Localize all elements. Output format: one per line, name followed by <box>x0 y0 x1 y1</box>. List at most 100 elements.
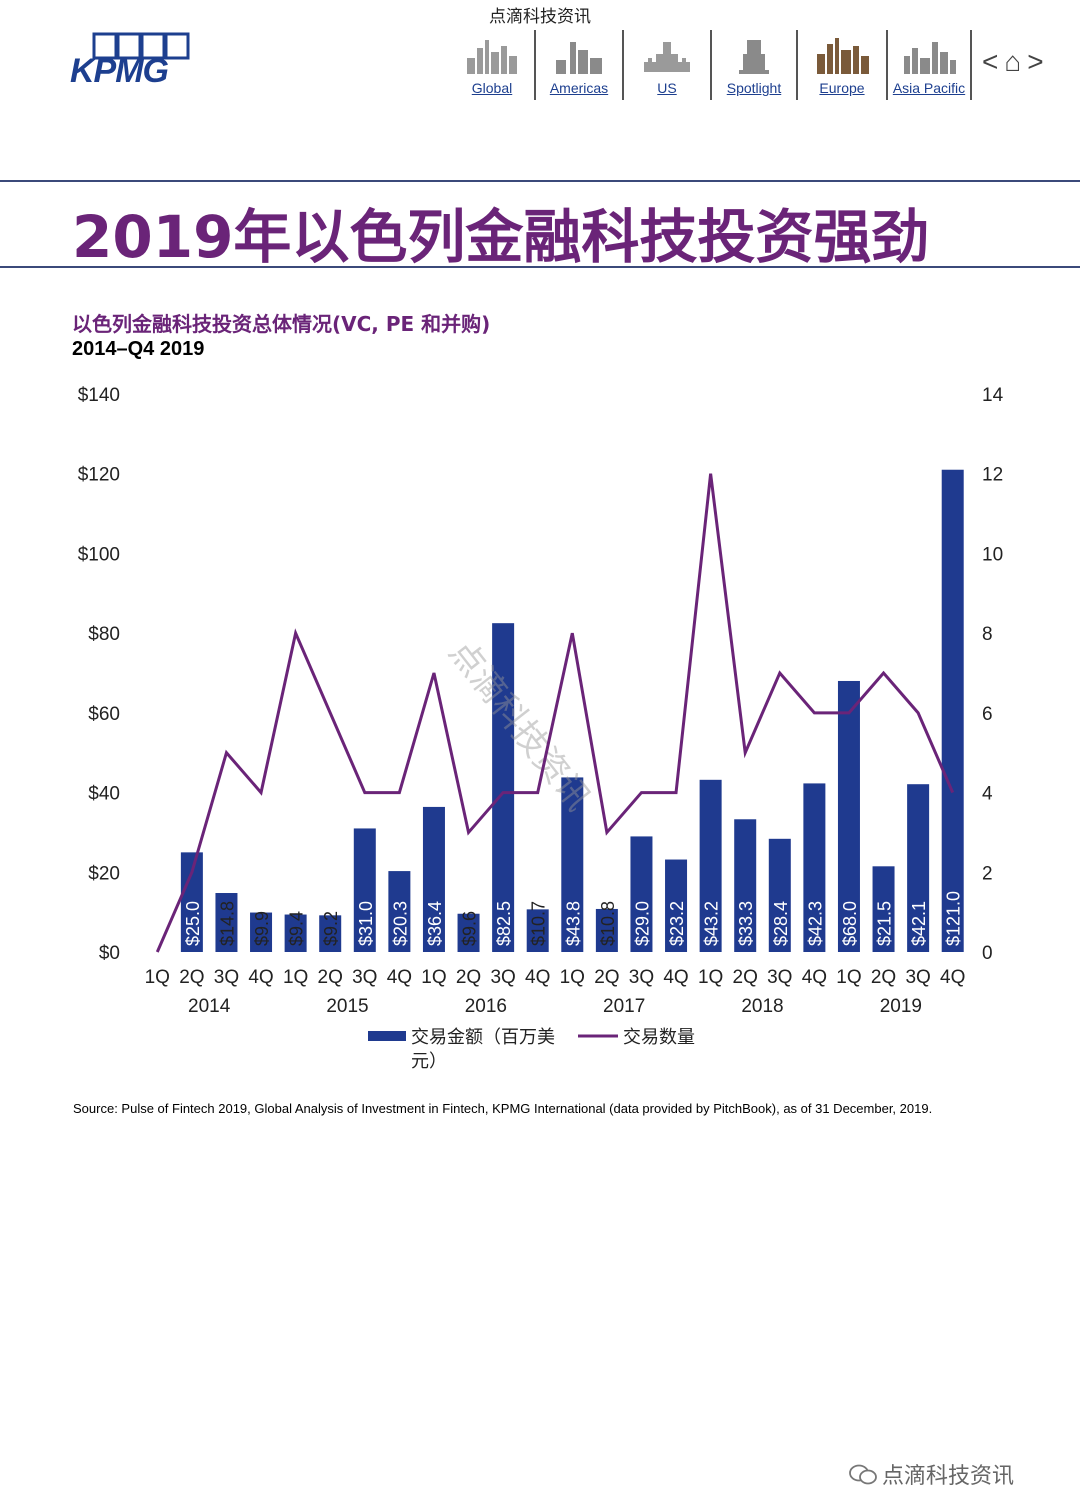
bar <box>422 806 445 952</box>
kpmg-logo-boxes-icon <box>92 32 190 60</box>
y-right-tick-label: 10 <box>982 544 1003 565</box>
x-tick-label: 1Q <box>283 967 308 988</box>
bar <box>803 783 826 952</box>
source-note: Source: Pulse of Fintech 2019, Global An… <box>73 1101 933 1116</box>
nav-item-label: Asia Pacific <box>892 80 966 96</box>
x-tick-label: 4Q <box>940 967 965 988</box>
bar-data-label: $9.6 <box>460 911 480 946</box>
bar-data-label: $9.9 <box>252 911 272 946</box>
x-tick-label: 4Q <box>802 967 827 988</box>
bar-data-label: $10.8 <box>598 901 618 946</box>
x-tick-label: 1Q <box>421 967 446 988</box>
spotlight-bust-icon <box>739 40 769 74</box>
nav-item-europe[interactable]: Europe <box>798 30 888 100</box>
x-tick-label: 3Q <box>767 967 792 988</box>
bar-data-label: $14.8 <box>217 901 237 946</box>
bar <box>388 871 411 952</box>
nav-item-asia-pacific[interactable]: Asia Pacific <box>888 30 972 100</box>
y-right-tick-label: 6 <box>982 704 993 725</box>
x-tick-label: 2Q <box>179 967 204 988</box>
investment-chart: $0 $20 $40 $60 $80 $100 $120 $140 0 2 4 6 8 10 12 14 点滴科… <box>78 385 1004 1072</box>
y-left-tick-label: $120 <box>78 465 120 486</box>
next-page-icon[interactable]: > <box>1027 46 1044 77</box>
capitol-skyline-icon <box>644 42 690 72</box>
prev-page-icon[interactable]: < <box>982 46 999 77</box>
bar <box>699 779 722 952</box>
nav-item-label: Europe <box>819 80 865 96</box>
bar-data-label: $29.0 <box>632 901 652 946</box>
bar-data-label: $28.4 <box>771 901 791 946</box>
x-tick-label: 2Q <box>456 967 481 988</box>
x-year-label: 2015 <box>326 996 368 1017</box>
bar-data-label: $68.0 <box>840 901 860 946</box>
chart-title: 以色列金融科技投资总体情况(VC, PE 和并购) <box>72 312 491 336</box>
y-left-tick-label: $100 <box>78 544 120 565</box>
nav-item-label: US <box>657 80 677 96</box>
y-left-tick-label: $60 <box>88 704 120 725</box>
y-right-tick-label: 2 <box>982 863 993 884</box>
top-caption: 点滴科技资讯 <box>489 7 591 27</box>
y-left-tick-label: $20 <box>88 863 120 884</box>
x-year-label: 2018 <box>741 996 783 1017</box>
y-left-tick-label: $140 <box>78 385 120 406</box>
kpmg-logo-text: KPMG <box>70 52 169 90</box>
x-tick-label: 3Q <box>214 967 239 988</box>
x-tick-label: 1Q <box>836 967 861 988</box>
bar-data-label: $43.8 <box>563 901 583 946</box>
bar <box>595 908 618 952</box>
title-rule-top <box>0 180 1080 182</box>
x-tick-label: 3Q <box>629 967 654 988</box>
skyline-global-icon <box>467 40 517 74</box>
bar-data-label: $43.2 <box>702 901 722 946</box>
bar <box>526 909 549 952</box>
y-right-tick-label: 12 <box>982 465 1003 486</box>
home-icon[interactable]: ⌂ <box>1004 46 1022 77</box>
y-right-tick-label: 8 <box>982 624 993 645</box>
bar-data-label: $20.3 <box>390 901 410 946</box>
bar <box>215 893 238 952</box>
bar <box>768 838 791 952</box>
x-tick-label: 3Q <box>490 967 515 988</box>
bar <box>492 623 515 952</box>
bar <box>630 836 653 952</box>
x-tick-label: 4Q <box>663 967 688 988</box>
nav-item-global[interactable]: Global <box>450 30 536 100</box>
bar <box>353 828 376 952</box>
nav-item-spotlight[interactable]: Spotlight <box>712 30 798 100</box>
europe-skyline-icon <box>817 38 869 74</box>
y-right-tick-label: 4 <box>982 784 993 805</box>
x-tick-label: 3Q <box>905 967 930 988</box>
bar-data-label: $21.5 <box>875 901 895 946</box>
x-tick-label: 2Q <box>733 967 758 988</box>
bar <box>284 914 307 952</box>
bar-data-label: $42.1 <box>909 901 929 946</box>
wechat-icon <box>849 1464 877 1485</box>
footer-watermark: 点滴科技资讯 <box>848 1458 1014 1490</box>
statue-liberty-icon <box>556 42 602 74</box>
x-tick-label: 1Q <box>560 967 585 988</box>
bar <box>180 852 203 952</box>
bar <box>872 866 895 952</box>
bar-data-label: $121.0 <box>944 891 964 946</box>
nav-item-label: Americas <box>549 80 609 96</box>
kpmg-logo[interactable]: KPMG <box>70 30 192 90</box>
nav-item-americas[interactable]: Americas <box>536 30 624 100</box>
bar <box>561 777 584 952</box>
footer-watermark-text: 点滴科技资讯 <box>882 1464 1015 1489</box>
x-tick-label: 4Q <box>387 967 412 988</box>
series-line-deal-count <box>155 473 955 953</box>
legend-label-amount-cont: 元） <box>411 1051 447 1072</box>
bar <box>319 915 342 952</box>
chart-subtitle: 2014–Q4 2019 <box>72 338 205 360</box>
legend-swatch-amount <box>368 1031 406 1041</box>
x-tick-label: 1Q <box>145 967 170 988</box>
y-left-tick-label: $0 <box>99 943 120 964</box>
x-tick-label: 1Q <box>698 967 723 988</box>
bar-data-label: $25.0 <box>183 901 203 946</box>
x-tick-label: 2Q <box>318 967 343 988</box>
nav-item-us[interactable]: US <box>624 30 712 100</box>
nav-arrows: < ⌂ > <box>982 48 1044 76</box>
bar <box>457 913 480 952</box>
bar <box>941 469 964 952</box>
nav-item-label: Spotlight <box>726 80 782 96</box>
